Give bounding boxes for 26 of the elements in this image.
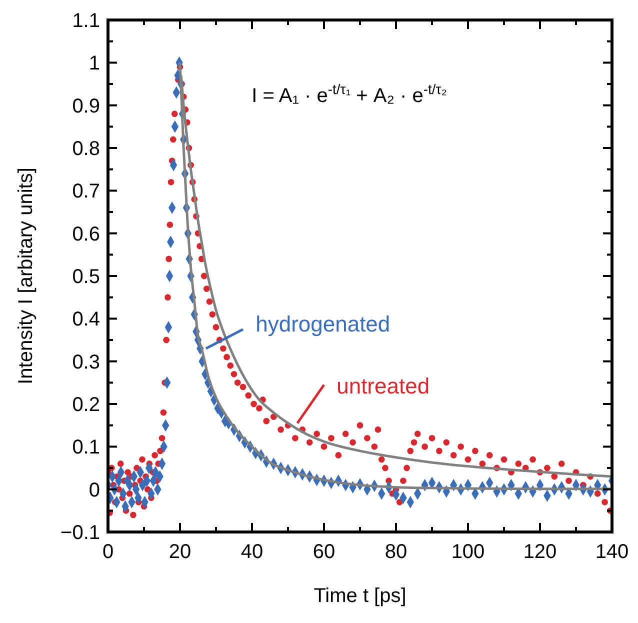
x-tick-label: 0 xyxy=(102,541,114,563)
y-tick-label: −0.1 xyxy=(60,522,100,544)
x-tick-label: 60 xyxy=(312,541,336,563)
y-tick-label: 0.7 xyxy=(72,180,100,203)
y-tick-label: 0.3 xyxy=(72,351,100,374)
series-label: untreated xyxy=(336,373,430,398)
annotation: I = A₁ · e$^{-t/τ₁}$ + A₂ · e$^{-t/τ₂}$ xyxy=(252,80,447,107)
y-tick-label: 0.1 xyxy=(72,436,100,459)
y-tick-label: 0.9 xyxy=(72,95,100,118)
y-tick-label: 0.6 xyxy=(72,223,100,246)
y-tick-label: 1.1 xyxy=(72,10,100,32)
y-tick-label: 0.4 xyxy=(72,308,100,331)
x-tick-label: 80 xyxy=(384,541,408,563)
x-tick-label: 20 xyxy=(168,541,192,563)
legend-label: hydrogenated xyxy=(256,311,390,336)
x-tick-label: 100 xyxy=(451,541,485,563)
y-tick-label: 0.2 xyxy=(72,394,100,416)
x-tick-label: 120 xyxy=(523,541,557,563)
x-tick-label: 40 xyxy=(240,541,264,563)
x-tick-label: 140 xyxy=(595,541,629,563)
y-tick-label: 0 xyxy=(88,479,100,502)
y-tick-label: 0.5 xyxy=(72,266,100,288)
x-axis-title: Time t [ps] xyxy=(314,585,406,607)
y-tick-label: 1 xyxy=(88,52,100,75)
y-tick-label: 0.8 xyxy=(72,138,100,160)
y-axis-title: Intensity I [arbitary units] xyxy=(15,168,37,384)
